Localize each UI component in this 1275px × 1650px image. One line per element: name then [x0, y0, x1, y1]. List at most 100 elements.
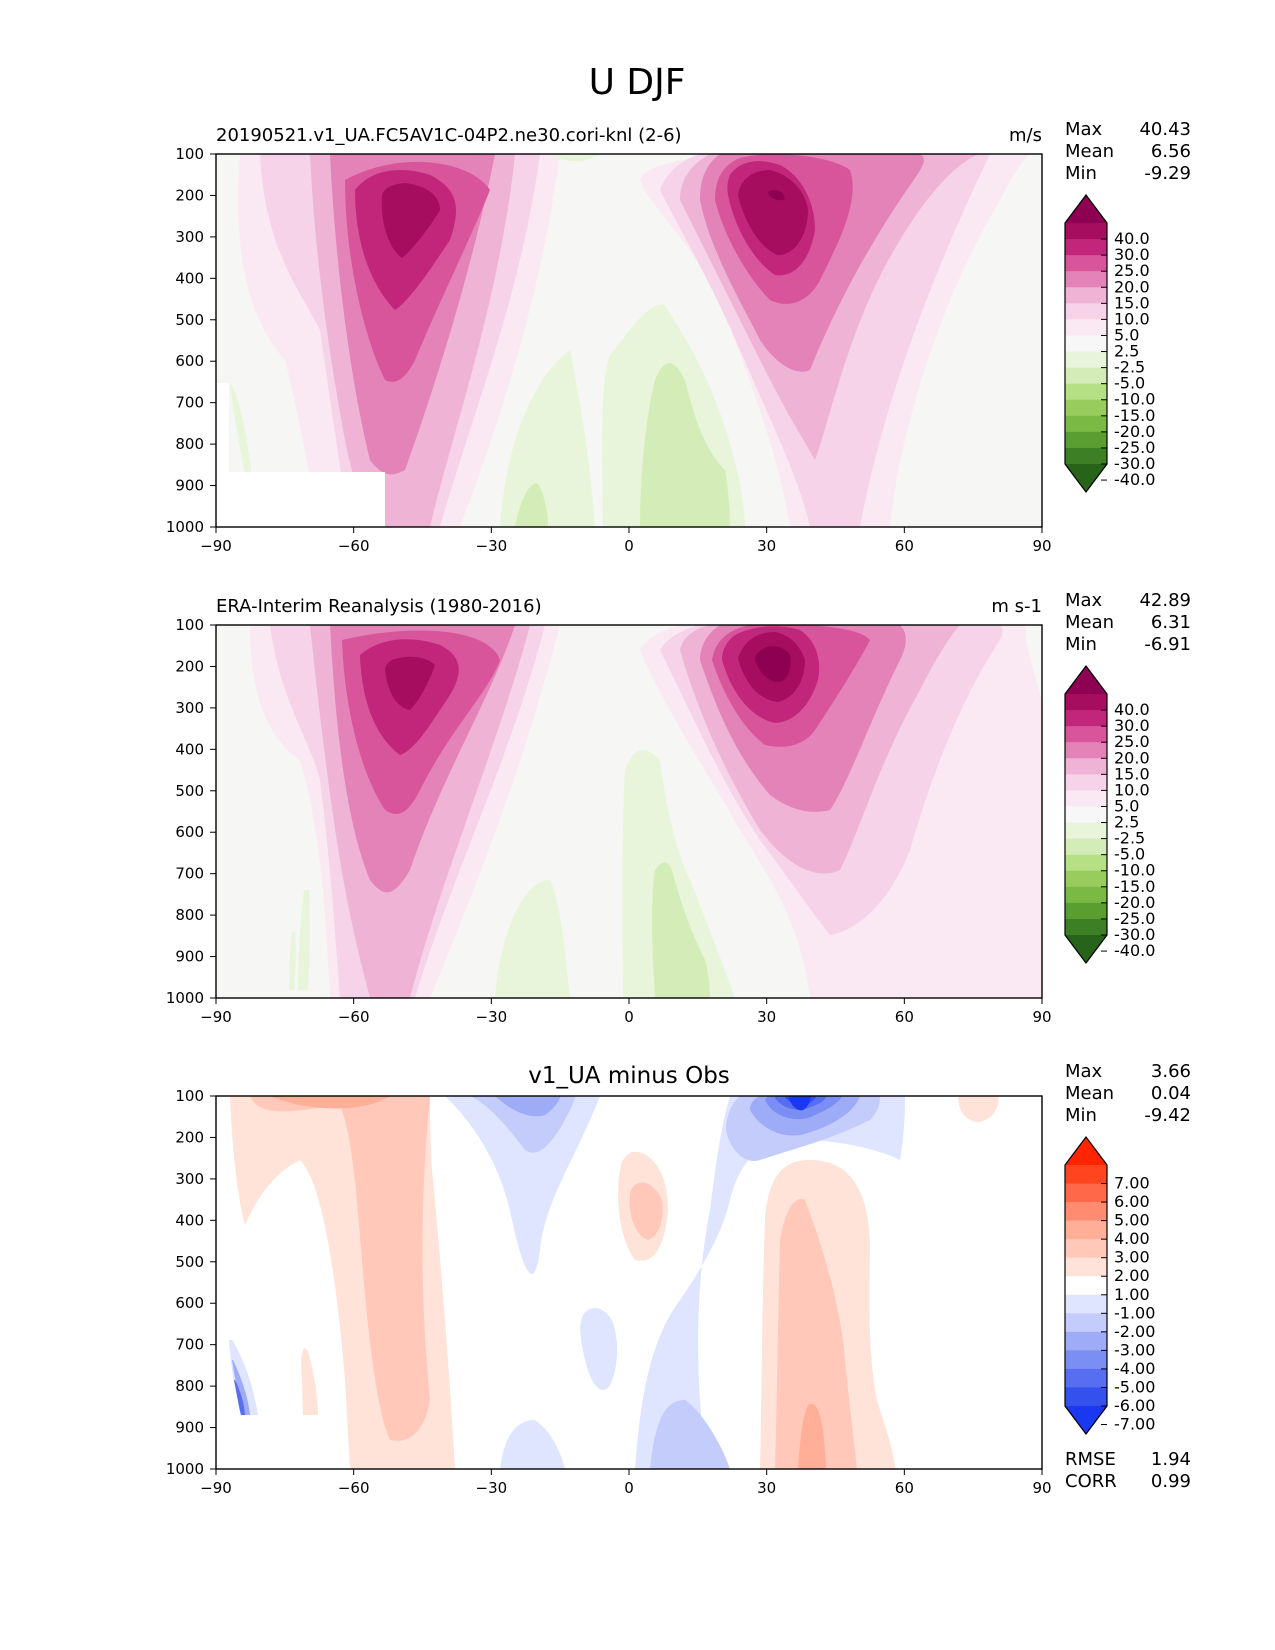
figure-title: U DJF — [589, 62, 686, 103]
colorbar-band — [1065, 415, 1107, 433]
contour-35 — [738, 170, 808, 255]
colorbar-label: 15.0 — [1114, 293, 1150, 312]
colorbar-band — [1065, 694, 1107, 711]
stat-label: Min — [1065, 1105, 1097, 1126]
x-tick-label: 90 — [1032, 1008, 1051, 1026]
colorbar-band — [1065, 1331, 1107, 1351]
colorbar-label: -2.00 — [1114, 1322, 1155, 1341]
colorbar-band — [1065, 742, 1107, 759]
colorbar-label: 15.0 — [1114, 764, 1150, 783]
colorbar-label: -7.00 — [1114, 1415, 1155, 1434]
x-tick-label: 0 — [624, 1008, 634, 1026]
contour-neg5 — [515, 483, 548, 527]
stat-value: -9.42 — [1144, 1105, 1191, 1126]
stat-label: Max — [1065, 119, 1103, 140]
y-tick-label: 200 — [175, 657, 204, 675]
x-tick-label: 60 — [895, 537, 914, 555]
stat-value: 3.66 — [1151, 1061, 1191, 1082]
colorbar-label: -1.00 — [1114, 1303, 1155, 1322]
contour-pos1 — [301, 1348, 318, 1415]
panel-diff: v1_UA minus Obs — [166, 1061, 1191, 1497]
colorbar-band — [1065, 870, 1107, 888]
stat-value: 6.56 — [1151, 141, 1191, 162]
contour-pos1 — [958, 1096, 999, 1122]
x-tick-label: 90 — [1032, 537, 1051, 555]
stat-value: 0.99 — [1151, 1471, 1191, 1492]
y-tick-label: 500 — [175, 782, 204, 800]
colorbar-label: -40.0 — [1114, 941, 1155, 960]
colorbar-band — [1065, 1183, 1107, 1203]
contour-30 — [385, 656, 435, 710]
y-tick-label: 300 — [175, 228, 204, 246]
y-tick-label: 700 — [175, 865, 204, 883]
colorbar-band — [1065, 431, 1107, 449]
colorbar-band — [1065, 1350, 1107, 1370]
stat-label: Min — [1065, 634, 1097, 655]
y-tick-label: 900 — [175, 1419, 204, 1437]
colorbar-band — [1065, 902, 1107, 920]
colorbar-band — [1065, 838, 1107, 856]
contour-neg1 — [445, 1096, 600, 1274]
y-tick-label: 500 — [175, 1253, 204, 1271]
colorbar-label: 5.00 — [1114, 1211, 1150, 1230]
panel-title: v1_UA minus Obs — [528, 1063, 730, 1089]
colorbar-label: 10.0 — [1114, 780, 1150, 799]
panel-units: m/s — [1009, 125, 1042, 146]
colorbar-band — [1065, 1202, 1107, 1222]
colorbar-label: 1.00 — [1114, 1285, 1150, 1304]
colorbar-label: -5.0 — [1114, 845, 1145, 864]
contour-field — [216, 154, 1042, 527]
colorbar-label: -5.00 — [1114, 1377, 1155, 1396]
stat-label: Mean — [1065, 1083, 1114, 1104]
y-tick-label: 300 — [175, 1170, 204, 1188]
colorbar: 40.030.025.020.015.010.05.02.5-2.5-5.0-1… — [1064, 194, 1155, 493]
y-tick-label: 600 — [175, 1294, 204, 1312]
y-tick-label: 100 — [175, 616, 204, 634]
stat-label: Mean — [1065, 612, 1114, 633]
colorbar-band — [1065, 223, 1107, 240]
stat-value: 42.89 — [1139, 590, 1191, 611]
stat-label: Mean — [1065, 141, 1114, 162]
colorbar-band — [1065, 710, 1107, 727]
y-tick-label: 200 — [175, 1128, 204, 1146]
y-tick-label: 700 — [175, 1336, 204, 1354]
colorbar-band — [1065, 367, 1107, 385]
stat-value: 1.94 — [1151, 1449, 1191, 1470]
colorbar-label: 25.0 — [1114, 261, 1150, 280]
colorbar-top-extend — [1065, 666, 1107, 694]
colorbar-label: -10.0 — [1114, 390, 1155, 409]
y-tick-label: 800 — [175, 435, 204, 453]
colorbar-label: 2.00 — [1114, 1266, 1150, 1285]
y-tick-label: 900 — [175, 948, 204, 966]
y-tick-label: 400 — [175, 1211, 204, 1229]
contour-pos2 — [775, 1199, 857, 1469]
contour-pos2 — [629, 1182, 663, 1240]
x-tick-label: 90 — [1032, 1479, 1051, 1497]
colorbar-band — [1065, 335, 1107, 353]
colorbar-label: 3.00 — [1114, 1248, 1150, 1267]
colorbar-label: 40.0 — [1114, 229, 1150, 248]
colorbar-band — [1065, 351, 1107, 369]
colorbar-bottom-extend — [1065, 1406, 1107, 1434]
colorbar-band — [1065, 1165, 1107, 1185]
x-tick-label: −90 — [200, 1479, 232, 1497]
contour-field — [216, 625, 1042, 998]
colorbar-band — [1065, 1257, 1107, 1277]
y-tick-label: 800 — [175, 906, 204, 924]
y-tick-label: 600 — [175, 352, 204, 370]
colorbar-band — [1065, 758, 1107, 775]
contour-neg5 — [640, 363, 730, 527]
colorbar-band — [1065, 271, 1107, 288]
stats-block: Max 40.43 Mean 6.56 Min -9.29 — [1065, 119, 1191, 184]
stat-label: Max — [1065, 590, 1103, 611]
colorbar-band — [1065, 303, 1107, 320]
x-tick-label: −60 — [338, 1008, 370, 1026]
colorbar-band — [1065, 1220, 1107, 1240]
colorbar: 7.006.005.004.003.002.001.00-1.00-2.00-3… — [1064, 1136, 1155, 1435]
x-tick-label: 30 — [757, 537, 776, 555]
contour-neg7 — [788, 1096, 811, 1111]
colorbar-label: -6.00 — [1114, 1396, 1155, 1415]
colorbar-label: 6.00 — [1114, 1192, 1150, 1211]
colorbar-band — [1065, 399, 1107, 417]
panel-model: 20190521.v1_UA.FC5AV1C-04P2.ne30.cori-kn… — [166, 119, 1191, 555]
